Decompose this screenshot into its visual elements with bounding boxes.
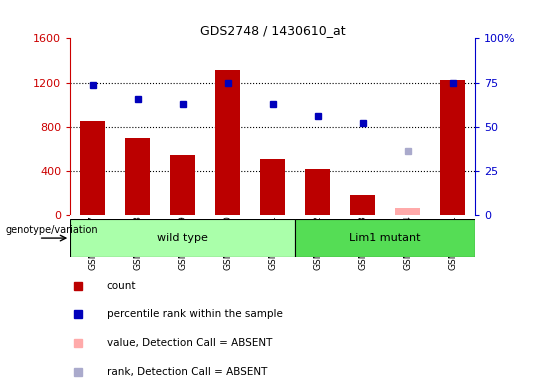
Text: Lim1 mutant: Lim1 mutant [349, 233, 421, 243]
Text: GSM174763: GSM174763 [358, 215, 367, 270]
Text: value, Detection Call = ABSENT: value, Detection Call = ABSENT [107, 338, 272, 348]
Text: rank, Detection Call = ABSENT: rank, Detection Call = ABSENT [107, 367, 267, 377]
Title: GDS2748 / 1430610_at: GDS2748 / 1430610_at [200, 24, 346, 37]
Bar [125, 138, 150, 215]
Text: GSM174760: GSM174760 [223, 215, 232, 270]
Text: GSM174758: GSM174758 [133, 215, 142, 270]
Bar [260, 159, 285, 215]
Bar [305, 169, 330, 215]
Text: percentile rank within the sample: percentile rank within the sample [107, 310, 282, 319]
Text: GSM174762: GSM174762 [313, 215, 322, 270]
Text: count: count [107, 281, 136, 291]
Bar [215, 70, 240, 215]
Text: wild type: wild type [157, 233, 208, 243]
Bar [350, 195, 375, 215]
Bar [295, 219, 475, 257]
Bar [395, 208, 420, 215]
Bar [440, 80, 465, 215]
Text: genotype/variation: genotype/variation [5, 225, 98, 235]
Text: GSM174757: GSM174757 [88, 215, 97, 270]
Text: GSM174761: GSM174761 [268, 215, 277, 270]
Bar [170, 156, 195, 215]
Bar [70, 219, 295, 257]
Bar [80, 121, 105, 215]
Text: GSM174759: GSM174759 [178, 215, 187, 270]
Text: GSM174764: GSM174764 [403, 215, 412, 270]
Text: GSM174891: GSM174891 [448, 215, 457, 270]
